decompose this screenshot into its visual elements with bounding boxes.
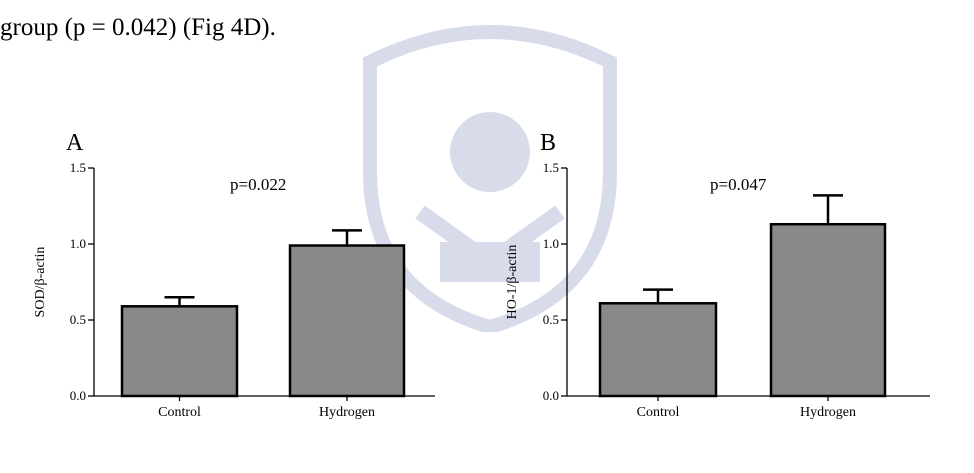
panel-a-bar-hydrogen: [288, 244, 406, 398]
panel-b-category-label: Hydrogen: [800, 405, 856, 420]
panel-b-p-value: p=0.047: [710, 175, 767, 194]
panel-a-category-label: Control: [158, 405, 201, 420]
panel-b-bar-hydrogen: [769, 222, 887, 398]
panel-a-category-label: Hydrogen: [319, 405, 375, 420]
panel-a-y-axis-label: SOD/β-actin: [33, 247, 48, 318]
panel-a-y-tick-label: 1.0: [70, 236, 86, 251]
panel-b-y-axis-label: HO-1/β-actin: [505, 245, 520, 320]
panel-b-category-label: Control: [637, 405, 680, 420]
panel-a-p-value: p=0.022: [230, 175, 286, 194]
panel-b-bar-control: [598, 302, 718, 398]
panel-b-letter: B: [540, 130, 556, 156]
panel-b-y-tick-label: 0.5: [543, 312, 559, 327]
panel-a-y-tick-label: 0.5: [70, 312, 86, 327]
panel-a-y-tick-label: 1.5: [70, 160, 86, 175]
panel-b-y-tick-label: 0.0: [543, 388, 559, 403]
panel-a-bar-control: [120, 305, 239, 398]
intro-text: group (p = 0.042) (Fig 4D).: [0, 14, 276, 41]
panel-a-letter: A: [66, 130, 84, 156]
panel-b-y-tick-label: 1.0: [543, 236, 559, 251]
panel-a-y-tick-label: 0.0: [70, 388, 86, 403]
panel-b-y-tick-label: 1.5: [543, 160, 559, 175]
